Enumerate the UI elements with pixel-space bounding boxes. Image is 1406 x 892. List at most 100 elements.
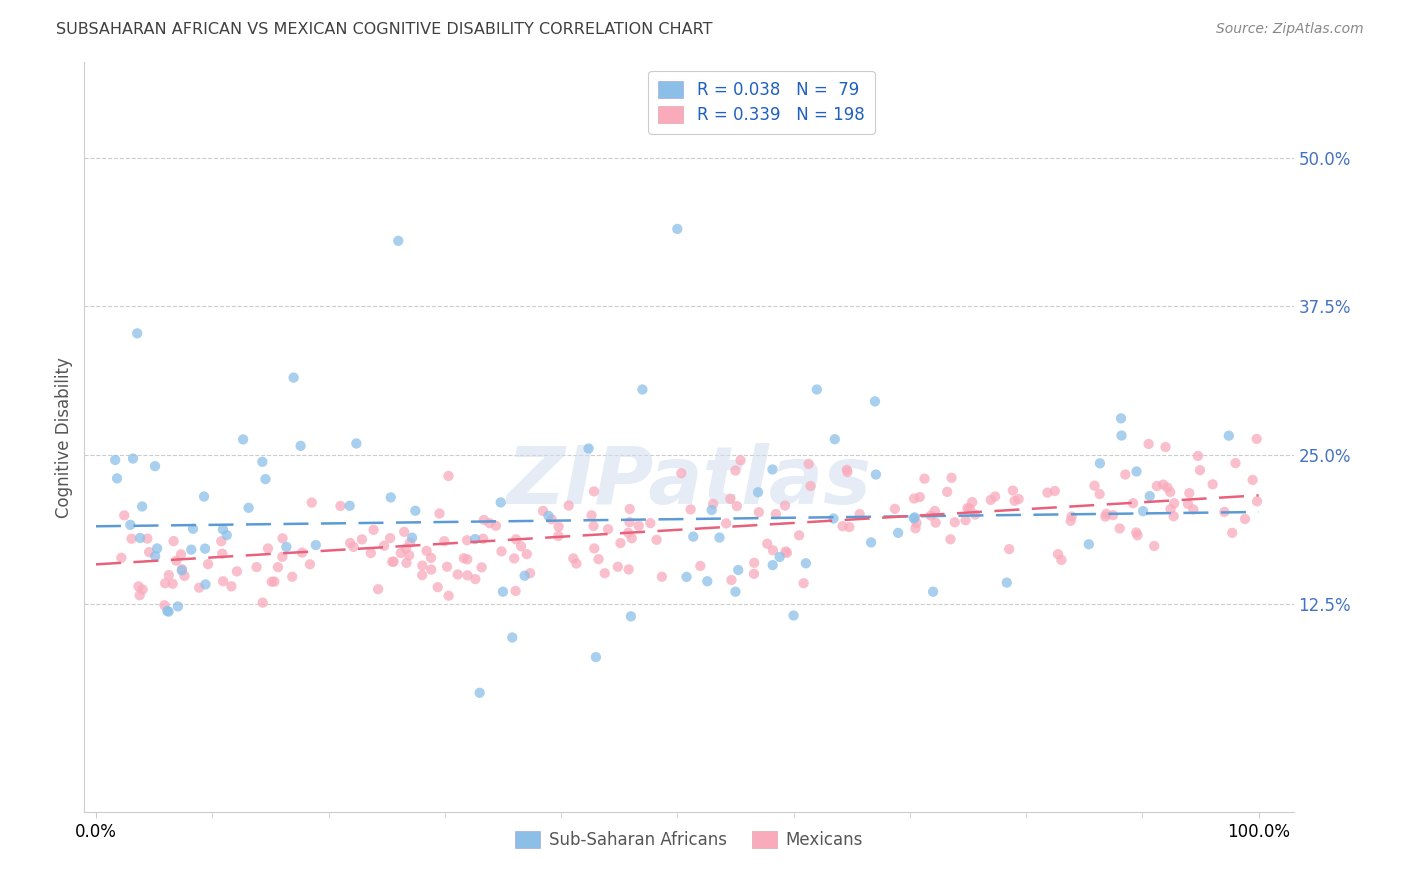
Point — [472, 513, 495, 527]
Point — [848, 507, 870, 521]
Point — [157, 568, 180, 582]
Point — [714, 516, 737, 531]
Point — [700, 503, 723, 517]
Point — [112, 508, 135, 523]
Point — [378, 531, 401, 545]
Point — [329, 499, 352, 513]
Point — [1102, 508, 1125, 523]
Point — [136, 532, 159, 546]
Point — [1083, 479, 1105, 493]
Point — [865, 467, 887, 482]
Point — [606, 559, 628, 574]
Point — [959, 501, 981, 516]
Point — [775, 544, 797, 558]
Point — [547, 529, 569, 543]
Point — [1004, 494, 1026, 508]
Point — [501, 631, 523, 645]
Point — [908, 490, 931, 504]
Point — [411, 568, 433, 582]
Point — [363, 523, 385, 537]
Point — [651, 570, 673, 584]
Point — [1088, 456, 1111, 470]
Point — [211, 547, 233, 561]
Point — [263, 574, 285, 589]
Point — [162, 576, 184, 591]
Point — [437, 589, 460, 603]
Point — [104, 453, 127, 467]
Point — [143, 549, 166, 564]
Point — [837, 465, 859, 479]
Point — [156, 604, 179, 618]
Point — [1137, 437, 1160, 451]
Point — [491, 544, 513, 558]
Point — [105, 471, 128, 485]
Point — [464, 572, 486, 586]
Point — [373, 539, 395, 553]
Point — [398, 549, 420, 563]
Point — [381, 555, 404, 569]
Point — [392, 524, 415, 539]
Point — [167, 599, 190, 614]
Point — [433, 534, 456, 549]
Point — [131, 500, 153, 514]
Point — [617, 562, 640, 576]
Point — [1225, 456, 1247, 470]
Point — [128, 588, 150, 602]
Point — [1059, 514, 1081, 528]
Point — [619, 502, 641, 516]
Point — [1246, 432, 1268, 446]
Point — [420, 550, 443, 565]
Point — [671, 467, 693, 481]
Point — [456, 533, 478, 548]
Point — [718, 491, 741, 506]
Point — [761, 462, 783, 476]
Point — [283, 370, 305, 384]
Point — [924, 504, 946, 518]
Point — [787, 528, 810, 542]
Point — [531, 504, 554, 518]
Point — [960, 495, 983, 509]
Point — [1111, 428, 1133, 442]
Point — [782, 608, 804, 623]
Point — [291, 546, 314, 560]
Point — [943, 515, 966, 529]
Point — [1163, 496, 1185, 510]
Point — [271, 531, 294, 545]
Point — [756, 537, 779, 551]
Point — [824, 432, 846, 446]
Point — [863, 394, 886, 409]
Point — [411, 558, 433, 573]
Point — [1241, 473, 1264, 487]
Point — [682, 530, 704, 544]
Point — [748, 505, 770, 519]
Point — [920, 508, 942, 523]
Point — [194, 541, 217, 556]
Point — [165, 554, 187, 568]
Point — [984, 490, 1007, 504]
Point — [1146, 479, 1168, 493]
Point — [941, 471, 963, 485]
Point — [464, 532, 486, 546]
Point — [215, 528, 238, 542]
Point — [835, 463, 858, 477]
Point — [547, 519, 569, 533]
Point — [339, 499, 361, 513]
Point — [617, 525, 640, 540]
Point — [1126, 528, 1149, 542]
Point — [447, 567, 470, 582]
Point — [127, 579, 149, 593]
Point — [429, 507, 451, 521]
Point — [903, 511, 925, 525]
Point — [472, 532, 495, 546]
Point — [489, 495, 512, 509]
Point — [298, 558, 321, 572]
Point — [1233, 512, 1256, 526]
Point — [1159, 485, 1181, 500]
Point — [742, 556, 765, 570]
Point — [212, 574, 235, 589]
Point — [640, 516, 662, 530]
Point — [395, 541, 418, 556]
Point — [127, 326, 149, 341]
Point — [339, 536, 361, 550]
Point — [593, 566, 616, 581]
